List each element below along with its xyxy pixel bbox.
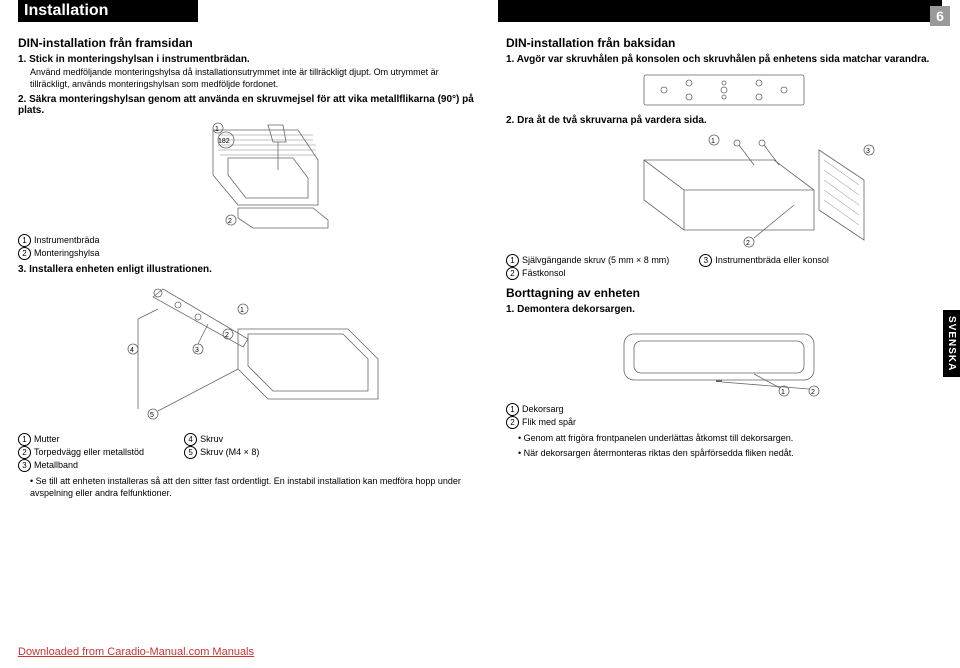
- svg-text:4: 4: [130, 347, 134, 354]
- header-rule: [498, 0, 942, 22]
- callouts-a: 1Instrumentbräda 2Monteringshylsa: [18, 234, 478, 260]
- figure-sleeve: 182 1 2: [118, 120, 378, 230]
- svg-text:182: 182: [218, 138, 230, 145]
- svg-text:2: 2: [811, 389, 815, 396]
- section-title: Installation: [18, 0, 198, 22]
- callout-c2: Fästkonsol: [522, 268, 566, 278]
- right-bullet-1: • Genom att frigöra frontpanelen underlä…: [518, 433, 942, 445]
- callout-b3: Metallband: [34, 460, 78, 470]
- left-step-2: 2. Säkra monteringshylsan genom att anvä…: [18, 94, 478, 116]
- callouts-b: 1Mutter 2Torpedvägg eller metallstöd 3Me…: [18, 433, 478, 472]
- right-subheading: DIN-installation från baksidan: [506, 36, 942, 50]
- page-number: 6: [930, 6, 950, 26]
- left-subheading: DIN-installation från framsidan: [18, 36, 478, 50]
- callout-b4: Skruv: [200, 434, 223, 444]
- svg-text:3: 3: [195, 347, 199, 354]
- callout-d2: Flik med spår: [522, 417, 576, 427]
- figure-holes: [634, 69, 814, 111]
- left-note-1: Använd medföljande monteringshylsa då in…: [30, 67, 478, 90]
- callout-b2: Torpedvägg eller metallstöd: [34, 447, 144, 457]
- callout-c3: Instrumentbräda eller konsol: [715, 255, 829, 265]
- footer-link[interactable]: Downloaded from Caradio-Manual.com Manua…: [18, 646, 254, 658]
- svg-text:1: 1: [781, 389, 785, 396]
- left-step-3: 3. Installera enheten enligt illustratio…: [18, 264, 478, 275]
- svg-text:2: 2: [746, 240, 750, 247]
- right-bullet-2: • När dekorsargen återmonteras riktas de…: [518, 448, 942, 460]
- left-bullet-1: • Se till att enheten installeras så att…: [30, 476, 478, 499]
- remove-step-1: 1. Demontera dekorsargen.: [506, 304, 942, 315]
- callouts-d: 1Dekorsarg 2Flik med spår: [506, 403, 942, 429]
- svg-text:2: 2: [225, 332, 229, 339]
- svg-text:2: 2: [228, 218, 232, 225]
- svg-text:1: 1: [240, 307, 244, 314]
- callouts-c: 1Självgängande skruv (5 mm × 8 mm) 2Fäst…: [506, 254, 942, 280]
- svg-text:3: 3: [866, 148, 870, 155]
- svg-text:1: 1: [711, 138, 715, 145]
- right-step-2: 2. Dra åt de två skruvarna på vardera si…: [506, 115, 942, 126]
- callout-d1: Dekorsarg: [522, 404, 564, 414]
- figure-trim: 1 2: [584, 319, 864, 399]
- left-step-1: 1. Stick in monteringshylsan i instrumen…: [18, 54, 478, 65]
- callout-a1: Instrumentbräda: [34, 235, 100, 245]
- figure-install: 1 2 3 4 5: [98, 279, 398, 429]
- callout-c1: Självgängande skruv (5 mm × 8 mm): [522, 255, 669, 265]
- svg-text:1: 1: [215, 126, 219, 133]
- svg-text:5: 5: [150, 412, 154, 419]
- callout-a2: Monteringshylsa: [34, 248, 100, 258]
- language-tab: SVENSKA: [943, 310, 960, 377]
- figure-bracket: 1 2 3: [564, 130, 884, 250]
- remove-heading: Borttagning av enheten: [506, 286, 942, 300]
- callout-b5: Skruv (M4 × 8): [200, 447, 259, 457]
- right-step-1: 1. Avgör var skruvhålen på konsolen och …: [506, 54, 942, 65]
- callout-b1: Mutter: [34, 434, 60, 444]
